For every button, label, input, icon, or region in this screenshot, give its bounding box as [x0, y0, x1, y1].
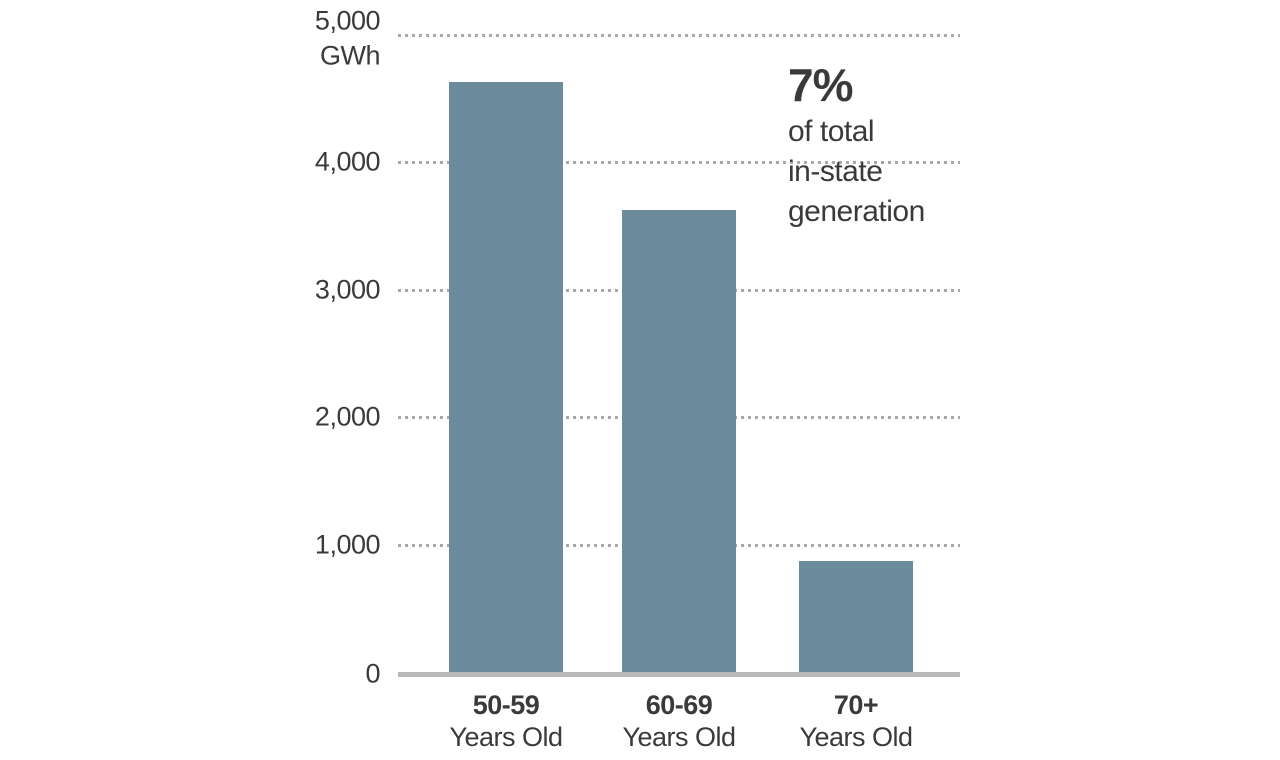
x-category-label-50-59: 50-59 Years Old	[449, 689, 563, 753]
x-category-range: 70+	[833, 690, 879, 720]
bar-60-69	[622, 209, 736, 672]
annotation-line: of total	[788, 115, 875, 148]
y-tick-label-4000: 4,000	[314, 146, 381, 177]
y-tick-label-2000: 2,000	[314, 401, 381, 432]
y-tick-label-5000: 5,000	[314, 5, 381, 36]
x-axis-baseline	[398, 672, 960, 677]
x-category-label-70+: 70+ Years Old	[799, 689, 913, 753]
annotation-callout: 7% of total in-state generation	[788, 58, 925, 232]
x-category-range: 50-59	[472, 690, 540, 720]
annotation-headline: 7%	[788, 59, 853, 111]
bar-70+	[799, 561, 913, 672]
y-tick-label-1000: 1,000	[314, 529, 381, 560]
x-category-suffix: Years Old	[622, 722, 736, 752]
gridline-4000	[398, 161, 960, 165]
annotation-line: in-state	[788, 155, 883, 188]
y-tick-label-0: 0	[365, 658, 380, 689]
y-axis-unit-label: GWh	[319, 40, 381, 71]
x-category-range: 60-69	[645, 690, 713, 720]
x-category-label-60-69: 60-69 Years Old	[622, 689, 736, 753]
gridline-5000	[398, 34, 960, 37]
annotation-line: generation	[788, 195, 925, 228]
y-tick-label-3000: 3,000	[314, 274, 381, 305]
x-category-suffix: Years Old	[449, 722, 563, 752]
x-category-suffix: Years Old	[799, 722, 913, 752]
bar-50-59	[449, 82, 563, 672]
